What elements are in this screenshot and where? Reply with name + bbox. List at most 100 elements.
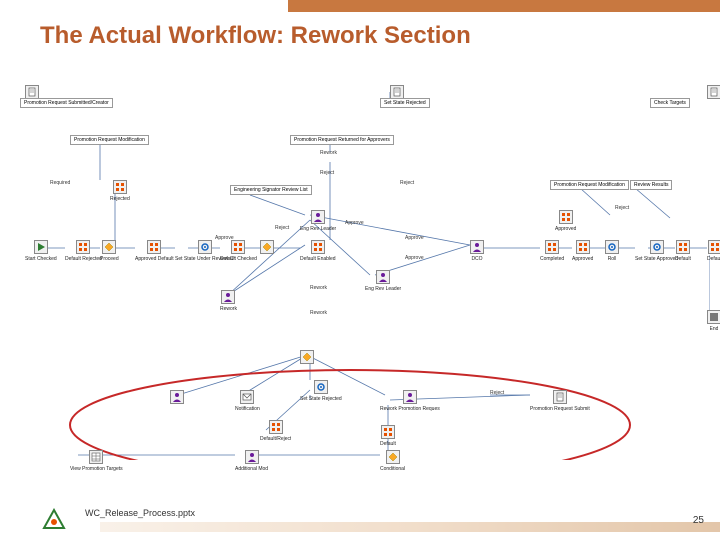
box-label: Promotion Request Modification bbox=[550, 180, 629, 190]
node-label: Additional Mod bbox=[235, 466, 268, 472]
grid-icon bbox=[76, 240, 90, 254]
table-icon bbox=[89, 450, 103, 464]
workflow-node: Default bbox=[707, 240, 720, 262]
grid-icon bbox=[676, 240, 690, 254]
node-label: Default Enabled bbox=[300, 256, 336, 262]
edge-label: Reject bbox=[400, 180, 414, 186]
workflow-node: Roll bbox=[605, 240, 619, 262]
workflow-node bbox=[170, 390, 184, 406]
node-label: Notification bbox=[235, 406, 260, 412]
workflow-node: View Promotion Targets bbox=[70, 450, 123, 472]
box-label: Promotion Request Returned for Approvers bbox=[290, 135, 394, 145]
node-label: Set State Approved bbox=[635, 256, 678, 262]
box-label: Set State Rejected bbox=[380, 98, 430, 108]
edge-label: Reject bbox=[615, 205, 629, 211]
box-label: Promotion Request Submitted/Creator bbox=[20, 98, 113, 108]
workflow-node bbox=[300, 350, 314, 366]
box-label: Engineering Signator Review List bbox=[230, 185, 312, 195]
edge-label: Reject bbox=[320, 170, 334, 176]
workflow-node: Default bbox=[675, 240, 691, 262]
edge-label: Approve bbox=[405, 255, 424, 261]
node-label: Roll bbox=[608, 256, 617, 262]
footer-logo-icon bbox=[42, 508, 66, 532]
box-label: Promotion Request Modification bbox=[70, 135, 149, 145]
grid-icon bbox=[269, 420, 283, 434]
workflow-node: Notification bbox=[235, 390, 260, 412]
grid-icon bbox=[708, 240, 720, 254]
workflow-node bbox=[260, 240, 274, 256]
edge-label: Rework bbox=[320, 150, 337, 156]
node-label: Eng Rev Leader bbox=[300, 226, 336, 232]
person-icon bbox=[245, 450, 259, 464]
cond-icon bbox=[386, 450, 400, 464]
node-label: Default/Reject bbox=[260, 436, 291, 442]
workflow-node: Additional Mod bbox=[235, 450, 268, 472]
node-label: Start Checked bbox=[25, 256, 57, 262]
grid-icon bbox=[576, 240, 590, 254]
footer-filename: WC_Release_Process.pptx bbox=[85, 508, 195, 518]
grid-icon bbox=[311, 240, 325, 254]
edge-label: Required bbox=[50, 180, 70, 186]
node-label: Completed bbox=[540, 256, 564, 262]
grid-icon bbox=[113, 180, 127, 194]
workflow-diagram: RejectedStart CheckedDefault RejectedPro… bbox=[10, 80, 710, 460]
node-label: Default bbox=[380, 441, 396, 447]
doc-icon bbox=[25, 85, 39, 99]
workflow-node: Proceed bbox=[100, 240, 119, 262]
footer-stripe bbox=[100, 522, 720, 532]
workflow-node: Set State Approved bbox=[635, 240, 678, 262]
doc-icon bbox=[390, 85, 404, 99]
cond-icon bbox=[300, 350, 314, 364]
node-label: Approved Default bbox=[135, 256, 174, 262]
grid-icon bbox=[147, 240, 161, 254]
workflow-node bbox=[707, 85, 720, 101]
person-icon bbox=[311, 210, 325, 224]
workflow-node: Eng Rev Leader bbox=[365, 270, 401, 292]
grid-icon bbox=[559, 210, 573, 224]
stop-icon bbox=[707, 310, 720, 324]
workflow-node: Approved bbox=[555, 210, 576, 232]
edge-label: Reject bbox=[275, 225, 289, 231]
grid-icon bbox=[545, 240, 559, 254]
person-icon bbox=[470, 240, 484, 254]
node-label: Proceed bbox=[100, 256, 119, 262]
workflow-node: Default/Reject bbox=[260, 420, 291, 442]
workflow-node: Default Checked bbox=[220, 240, 257, 262]
edge-label: Approve bbox=[215, 235, 234, 241]
grid-icon bbox=[231, 240, 245, 254]
node-label: Set State Rejected bbox=[300, 396, 342, 402]
cond-icon bbox=[260, 240, 274, 254]
gear-icon bbox=[198, 240, 212, 254]
workflow-node: Completed bbox=[540, 240, 564, 262]
top-bar bbox=[0, 0, 720, 12]
node-label: Approved bbox=[572, 256, 593, 262]
grid-icon bbox=[381, 425, 395, 439]
edge-label: Rework bbox=[310, 285, 327, 291]
workflow-node: Approved bbox=[572, 240, 593, 262]
node-label: Rework Promotion Request bbox=[380, 406, 440, 412]
workflow-node: Promotion Request Submitted - Rework bbox=[530, 390, 590, 412]
person-icon bbox=[376, 270, 390, 284]
node-label: Rework bbox=[220, 306, 237, 312]
node-label: Approved bbox=[555, 226, 576, 232]
gear-icon bbox=[650, 240, 664, 254]
person-icon bbox=[170, 390, 184, 404]
workflow-node: Rework Promotion Request bbox=[380, 390, 440, 412]
node-label: End bbox=[710, 326, 719, 332]
workflow-node: DCO bbox=[470, 240, 484, 262]
doc-icon bbox=[707, 85, 720, 99]
doc-icon bbox=[553, 390, 567, 404]
workflow-node: Rejected bbox=[110, 180, 130, 202]
edge-label: Approve bbox=[345, 220, 364, 226]
page-title: The Actual Workflow: Rework Section bbox=[40, 22, 471, 50]
play-icon bbox=[34, 240, 48, 254]
workflow-node: End bbox=[707, 310, 720, 332]
node-label: DCO bbox=[471, 256, 482, 262]
node-label: Default Checked bbox=[220, 256, 257, 262]
box-label: Review Results bbox=[630, 180, 672, 190]
node-label: Default bbox=[707, 256, 720, 262]
mail-icon bbox=[240, 390, 254, 404]
node-label: Default bbox=[675, 256, 691, 262]
node-label: Promotion Request Submitted - Rework bbox=[530, 406, 590, 412]
gear-icon bbox=[314, 380, 328, 394]
